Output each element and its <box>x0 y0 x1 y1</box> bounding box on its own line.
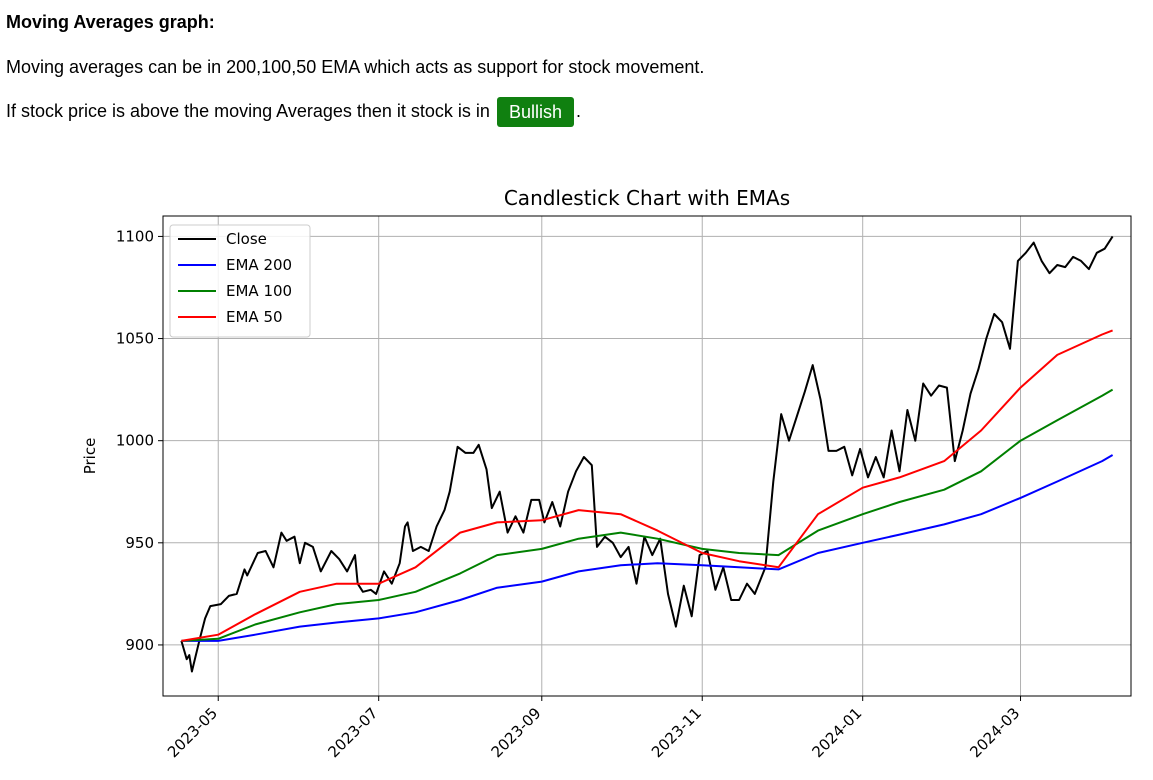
bullish-paragraph-text: If stock price is above the moving Avera… <box>6 100 490 121</box>
section-heading: Moving Averages graph: <box>6 12 215 32</box>
series-line-close <box>180 235 1114 673</box>
legend-label-ema-200: EMA 200 <box>226 256 292 274</box>
ema-chart-svg: 900 950 1000 1050 1100 2023-05 2023-07 2023-09 2… <box>81 186 1132 761</box>
series-line-ema-200 <box>181 454 1114 642</box>
y-tick-label: 950 <box>125 534 154 552</box>
plot-frame <box>162 215 1132 697</box>
series-line-ema-50 <box>181 329 1113 642</box>
bullish-badge: Bullish <box>496 97 574 127</box>
legend-box <box>169 224 311 338</box>
x-tick-label: 2023-05 <box>164 704 221 761</box>
y-tick-label: 1100 <box>116 227 154 245</box>
chart-legend: Close EMA 200 EMA 100 EMA 50 <box>169 224 311 338</box>
x-tick-label: 2023-09 <box>488 704 545 761</box>
y-tick-label: 1000 <box>116 432 154 450</box>
series-line-ema-100 <box>181 388 1114 642</box>
y-tick-label: 900 <box>125 636 154 654</box>
bullish-paragraph: If stock price is above the moving Avera… <box>6 97 581 127</box>
x-tick-label: 2024-01 <box>808 704 865 761</box>
legend-label-ema-50: EMA 50 <box>226 308 283 326</box>
ema-chart: 900 950 1000 1050 1100 2023-05 2023-07 2023-09 2… <box>0 170 1153 780</box>
x-tick-label: 2024-03 <box>966 704 1023 761</box>
bullish-paragraph-suffix: . <box>575 100 581 121</box>
x-tick-label: 2023-11 <box>648 704 705 761</box>
chart-series <box>180 235 1114 673</box>
x-tick-label: 2023-07 <box>324 704 381 761</box>
intro-paragraph: Moving averages can be in 200,100,50 EMA… <box>6 57 705 77</box>
legend-label-ema-100: EMA 100 <box>226 282 292 300</box>
y-tick-label: 1050 <box>116 330 154 348</box>
legend-label-close: Close <box>226 230 267 248</box>
y-axis-label: Price <box>81 438 99 475</box>
chart-title: Candlestick Chart with EMAs <box>504 186 790 210</box>
